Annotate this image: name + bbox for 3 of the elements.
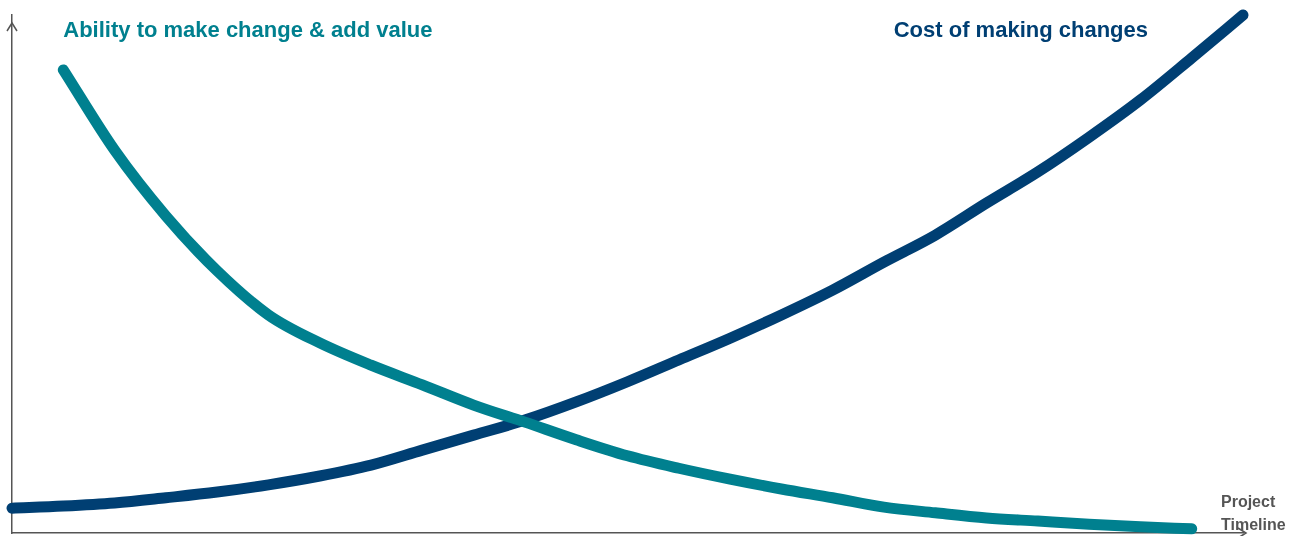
x-axis-title: Project Timeline bbox=[1221, 493, 1286, 534]
series-label: Ability to make change & add value bbox=[63, 17, 433, 43]
series-label: Cost of making changes bbox=[893, 17, 1148, 43]
